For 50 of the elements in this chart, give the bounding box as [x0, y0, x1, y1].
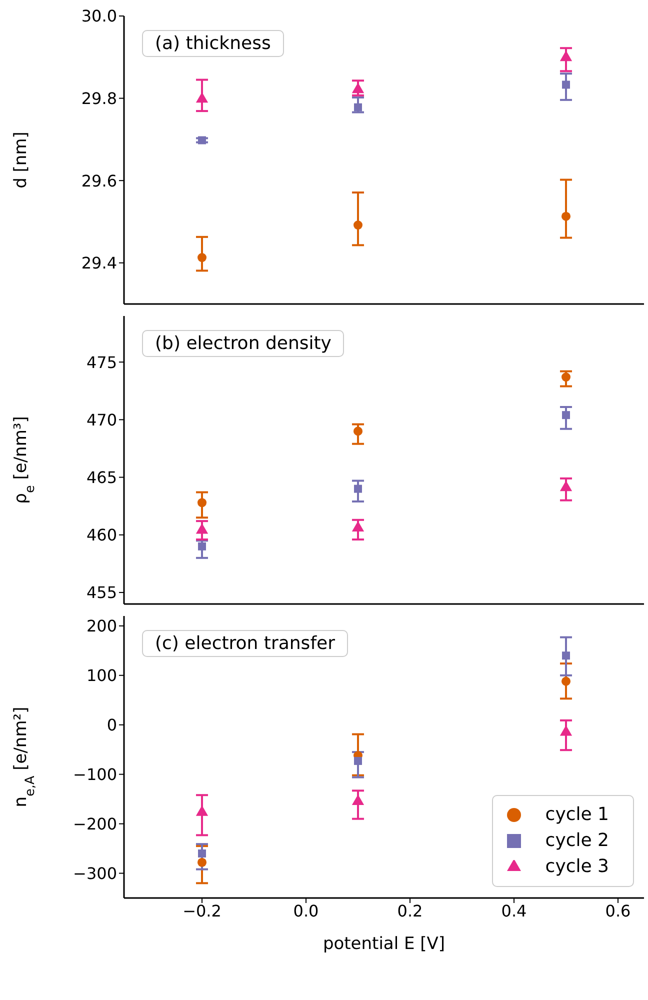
- y-tick-label: 0: [106, 716, 117, 735]
- y-tick-label: 29.6: [81, 171, 117, 190]
- annotation: (b) electron density: [142, 330, 344, 357]
- y-tick-label: −300: [73, 864, 117, 883]
- point: [196, 92, 208, 103]
- x-tick-label: 0.2: [397, 901, 423, 920]
- point: [560, 50, 572, 62]
- point: [562, 652, 570, 660]
- point: [561, 372, 571, 382]
- point: [561, 676, 571, 686]
- y-tick-label: 100: [86, 666, 117, 686]
- y-tick-label: 465: [86, 468, 117, 487]
- annotation: (c) electron transfer: [142, 630, 348, 657]
- point: [353, 220, 363, 230]
- point: [353, 426, 363, 436]
- y-axis-title: d [nm]: [11, 132, 31, 188]
- point: [198, 542, 206, 550]
- point: [197, 858, 207, 867]
- point: [354, 484, 362, 493]
- y-tick-label: 30.0: [81, 6, 117, 26]
- y-tick-label: −100: [73, 764, 117, 784]
- y-tick-label: 455: [86, 583, 117, 602]
- y-tick-label: 460: [86, 526, 117, 545]
- y-tick-label: −200: [73, 814, 117, 834]
- point: [562, 411, 570, 420]
- y-tick-label: 29.8: [81, 88, 117, 108]
- annotation: (a) thickness: [142, 30, 284, 57]
- point: [197, 498, 207, 508]
- x-axis-title: potential E [V]: [322, 934, 446, 954]
- point: [562, 80, 570, 89]
- legend-label: cycle 1: [545, 804, 609, 825]
- legend-label: cycle 2: [545, 830, 609, 851]
- x-tick-label: 0.0: [293, 901, 319, 920]
- x-tick-label: 0.6: [605, 901, 631, 920]
- y-tick-label: 29.4: [81, 254, 117, 273]
- legend-label: cycle 3: [545, 856, 609, 877]
- point: [352, 82, 364, 94]
- point: [198, 136, 206, 144]
- y-tick-label: 475: [86, 352, 117, 372]
- point: [354, 103, 362, 112]
- point: [198, 849, 206, 858]
- point: [354, 756, 362, 765]
- point: [561, 212, 571, 221]
- y-tick-label: 200: [86, 616, 117, 636]
- x-tick-label: 0.4: [501, 901, 527, 920]
- point: [560, 480, 572, 492]
- x-tick-label: −0.2: [182, 901, 222, 920]
- point: [352, 794, 364, 806]
- point: [197, 253, 207, 262]
- y-tick-label: 470: [86, 410, 117, 430]
